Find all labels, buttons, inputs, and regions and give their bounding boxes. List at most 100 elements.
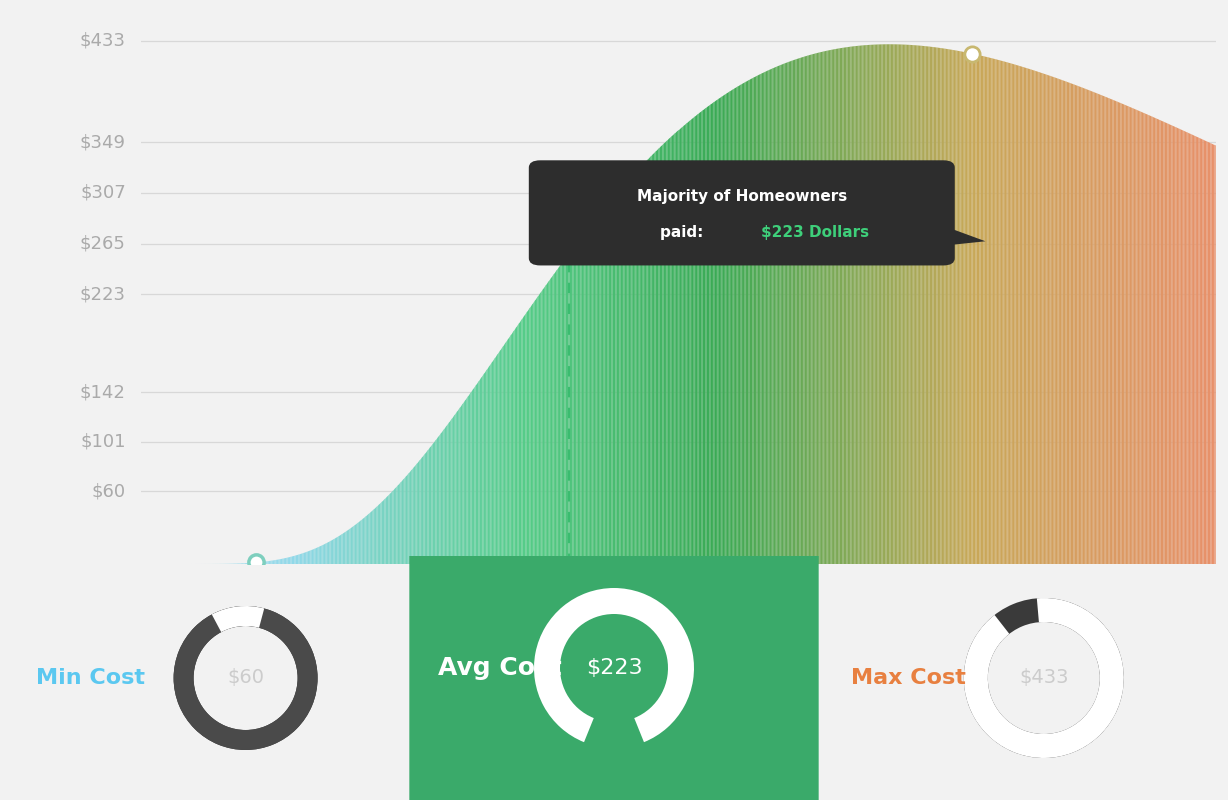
Polygon shape <box>1043 73 1044 564</box>
Polygon shape <box>747 80 748 564</box>
Polygon shape <box>1027 68 1028 564</box>
Polygon shape <box>556 270 558 564</box>
Polygon shape <box>257 562 258 564</box>
Polygon shape <box>1199 138 1200 564</box>
Polygon shape <box>346 530 348 564</box>
Polygon shape <box>1164 122 1167 564</box>
Polygon shape <box>1011 63 1012 564</box>
Polygon shape <box>265 562 266 564</box>
Polygon shape <box>1108 98 1110 564</box>
Polygon shape <box>468 395 469 564</box>
Polygon shape <box>518 322 519 564</box>
Polygon shape <box>935 47 936 564</box>
Text: $307: $307 <box>80 184 126 202</box>
Polygon shape <box>1181 130 1183 564</box>
Polygon shape <box>921 46 923 564</box>
Polygon shape <box>532 303 533 564</box>
Polygon shape <box>842 48 844 564</box>
Polygon shape <box>551 277 553 564</box>
Polygon shape <box>948 49 949 564</box>
Polygon shape <box>873 45 874 564</box>
Polygon shape <box>936 47 938 564</box>
Polygon shape <box>1119 102 1120 564</box>
Polygon shape <box>722 96 723 564</box>
Polygon shape <box>418 461 419 564</box>
Polygon shape <box>903 45 904 564</box>
Polygon shape <box>1184 130 1185 564</box>
Polygon shape <box>1179 129 1181 564</box>
Polygon shape <box>1214 145 1216 564</box>
Polygon shape <box>645 162 646 564</box>
Polygon shape <box>453 415 454 564</box>
Text: $265: $265 <box>80 234 126 253</box>
Polygon shape <box>458 408 459 564</box>
Polygon shape <box>576 242 577 564</box>
Polygon shape <box>322 545 323 564</box>
Polygon shape <box>325 543 327 564</box>
Polygon shape <box>632 174 634 564</box>
Polygon shape <box>442 430 443 564</box>
Polygon shape <box>539 293 540 564</box>
Polygon shape <box>809 55 810 564</box>
Polygon shape <box>885 44 887 564</box>
Polygon shape <box>1045 74 1046 564</box>
Polygon shape <box>319 546 322 564</box>
Polygon shape <box>1175 127 1176 564</box>
Polygon shape <box>742 83 743 564</box>
Polygon shape <box>562 260 565 564</box>
Polygon shape <box>901 45 903 564</box>
Polygon shape <box>247 563 248 564</box>
Polygon shape <box>989 58 990 564</box>
Polygon shape <box>352 526 354 564</box>
Polygon shape <box>679 130 680 564</box>
Polygon shape <box>726 94 727 564</box>
Polygon shape <box>1183 130 1184 564</box>
Polygon shape <box>598 214 599 564</box>
Polygon shape <box>723 95 725 564</box>
Polygon shape <box>545 284 546 564</box>
Polygon shape <box>276 559 279 564</box>
Polygon shape <box>1168 123 1169 564</box>
Polygon shape <box>528 308 529 564</box>
Polygon shape <box>673 134 674 564</box>
Polygon shape <box>968 53 969 564</box>
Polygon shape <box>733 88 734 564</box>
Polygon shape <box>668 138 669 564</box>
Polygon shape <box>791 61 792 564</box>
Polygon shape <box>388 494 389 564</box>
Polygon shape <box>844 47 845 564</box>
Polygon shape <box>782 64 783 564</box>
Wedge shape <box>534 588 694 748</box>
Polygon shape <box>1191 134 1192 564</box>
Polygon shape <box>780 65 781 564</box>
Polygon shape <box>426 450 427 564</box>
Polygon shape <box>365 517 366 564</box>
Polygon shape <box>1013 64 1014 564</box>
Polygon shape <box>862 46 863 564</box>
Polygon shape <box>976 54 977 564</box>
Polygon shape <box>475 384 476 564</box>
Polygon shape <box>296 555 297 564</box>
Polygon shape <box>537 297 538 564</box>
Polygon shape <box>515 328 516 564</box>
Polygon shape <box>906 45 909 564</box>
Polygon shape <box>327 542 328 564</box>
Polygon shape <box>413 467 414 564</box>
Polygon shape <box>949 50 952 564</box>
Polygon shape <box>1160 120 1162 564</box>
Polygon shape <box>473 388 474 564</box>
Polygon shape <box>706 106 709 564</box>
Polygon shape <box>403 478 404 564</box>
Polygon shape <box>286 558 287 564</box>
Polygon shape <box>1105 97 1106 564</box>
Polygon shape <box>656 150 657 564</box>
Polygon shape <box>544 286 545 564</box>
Polygon shape <box>508 338 510 564</box>
Polygon shape <box>1095 93 1097 564</box>
Polygon shape <box>431 444 432 564</box>
Polygon shape <box>1207 142 1210 564</box>
Polygon shape <box>1090 91 1092 564</box>
Polygon shape <box>725 94 726 564</box>
Polygon shape <box>861 46 862 564</box>
Polygon shape <box>270 561 271 564</box>
